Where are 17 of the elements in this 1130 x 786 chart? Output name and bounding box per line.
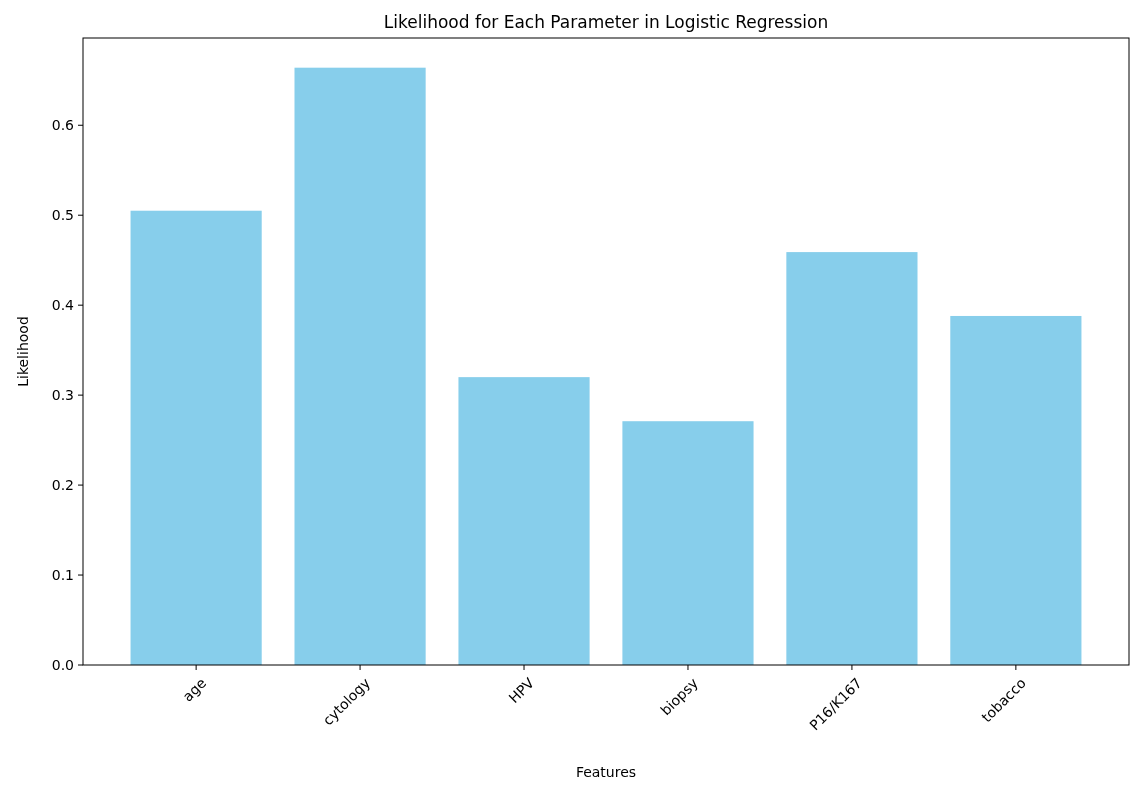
chart-title: Likelihood for Each Parameter in Logistic Regression <box>383 12 829 32</box>
bar <box>622 421 754 665</box>
bar <box>786 252 918 665</box>
bar <box>294 67 426 665</box>
y-axis-title: Likelihood <box>15 316 31 387</box>
bar <box>950 315 1082 665</box>
x-axis-title: Features <box>575 764 637 780</box>
y-tick-label: 0.6 <box>51 117 75 134</box>
y-tick-label: 0.3 <box>51 387 74 404</box>
y-tick-label: 0.5 <box>51 207 74 224</box>
bar <box>130 210 262 665</box>
y-tick-label: 0.0 <box>51 656 74 673</box>
y-tick-label: 0.4 <box>51 297 75 314</box>
y-tick-label: 0.2 <box>51 476 74 493</box>
bar <box>458 377 590 665</box>
y-tick-label: 0.1 <box>51 566 74 583</box>
x-tick-label: age <box>179 674 210 705</box>
